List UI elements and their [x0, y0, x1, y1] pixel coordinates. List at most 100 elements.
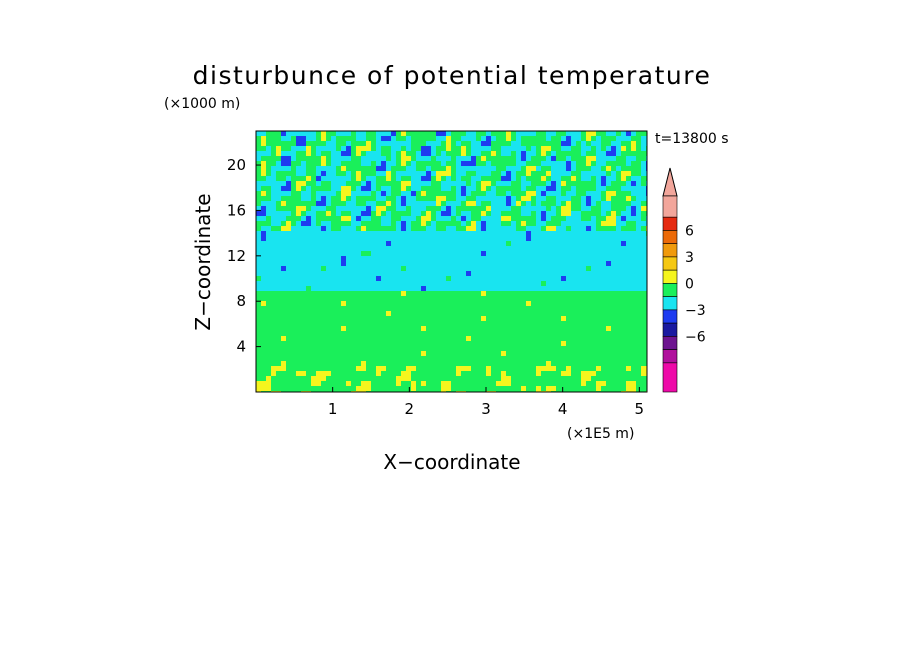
field-cell: [406, 171, 412, 177]
field-cell: [636, 131, 642, 137]
field-cell: [256, 376, 262, 382]
field-cell: [571, 146, 577, 152]
field-cell: [571, 381, 577, 387]
field-cell: [551, 146, 557, 152]
field-cell: [306, 161, 312, 167]
field-cell: [446, 301, 452, 307]
field-cell: [301, 276, 307, 282]
field-cell: [451, 266, 457, 272]
field-cell: [566, 216, 572, 222]
x-unit-label: (×1E5 m): [567, 426, 634, 442]
field-cell: [391, 311, 397, 317]
field-cell: [311, 171, 317, 177]
field-cell: [386, 336, 392, 342]
field-cell: [581, 271, 587, 277]
field-cell: [461, 336, 467, 342]
field-cell: [561, 286, 567, 292]
field-cell: [481, 271, 487, 277]
field-cell: [281, 231, 287, 237]
field-cell: [516, 326, 522, 332]
field-cell: [381, 251, 387, 257]
field-cell: [521, 226, 527, 232]
field-cell: [601, 346, 607, 352]
field-cell: [301, 181, 307, 187]
field-cell: [476, 331, 482, 337]
field-cell: [271, 271, 277, 277]
field-cell: [626, 136, 632, 142]
field-cell: [591, 356, 597, 362]
field-cell: [346, 336, 352, 342]
field-cell: [481, 376, 487, 382]
field-cell: [426, 226, 432, 232]
field-cell: [526, 351, 532, 357]
field-cell: [361, 236, 367, 242]
field-cell: [301, 381, 307, 387]
field-cell: [456, 176, 462, 182]
field-cell: [441, 261, 447, 267]
field-cell: [571, 136, 577, 142]
field-cell: [496, 381, 502, 387]
field-cell: [616, 141, 622, 147]
field-cell: [521, 146, 527, 152]
field-cell: [621, 341, 627, 347]
field-cell: [571, 226, 577, 232]
field-cell: [601, 206, 607, 212]
field-cell: [351, 306, 357, 312]
field-cell: [556, 336, 562, 342]
field-cell: [551, 206, 557, 212]
field-cell: [501, 351, 507, 357]
field-cell: [356, 141, 362, 147]
field-cell: [401, 171, 407, 177]
field-cell: [501, 231, 507, 237]
field-cell: [621, 171, 627, 177]
field-cell: [411, 386, 417, 392]
field-cell: [471, 186, 477, 192]
field-cell: [496, 386, 502, 392]
field-cell: [456, 151, 462, 157]
field-cell: [336, 191, 342, 197]
field-cell: [441, 346, 447, 352]
field-cell: [626, 246, 632, 252]
field-cell: [406, 316, 412, 322]
field-cell: [261, 226, 267, 232]
field-cell: [621, 201, 627, 207]
field-cell: [266, 371, 272, 377]
field-cell: [276, 376, 282, 382]
field-cell: [341, 256, 347, 262]
field-cell: [426, 251, 432, 257]
field-cell: [321, 346, 327, 352]
field-cell: [456, 221, 462, 227]
field-cell: [411, 236, 417, 242]
field-cell: [271, 196, 277, 202]
field-cell: [641, 156, 647, 162]
field-cell: [316, 226, 322, 232]
field-cell: [516, 156, 522, 162]
field-cell: [441, 366, 447, 372]
field-cell: [606, 301, 612, 307]
field-cell: [371, 191, 377, 197]
field-cell: [471, 371, 477, 377]
field-cell: [356, 201, 362, 207]
field-cell: [591, 251, 597, 257]
field-cell: [376, 296, 382, 302]
field-cell: [476, 161, 482, 167]
field-cell: [371, 286, 377, 292]
field-cell: [326, 381, 332, 387]
field-cell: [436, 276, 442, 282]
field-cell: [361, 301, 367, 307]
field-cell: [636, 276, 642, 282]
field-cell: [401, 221, 407, 227]
field-cell: [486, 186, 492, 192]
field-cell: [311, 346, 317, 352]
field-cell: [371, 356, 377, 362]
field-cell: [266, 266, 272, 272]
field-cell: [386, 266, 392, 272]
field-cell: [491, 201, 497, 207]
field-cell: [576, 256, 582, 262]
field-cell: [316, 301, 322, 307]
field-cell: [371, 336, 377, 342]
field-cell: [626, 181, 632, 187]
field-cell: [491, 196, 497, 202]
field-cell: [291, 211, 297, 217]
field-cell: [441, 251, 447, 257]
